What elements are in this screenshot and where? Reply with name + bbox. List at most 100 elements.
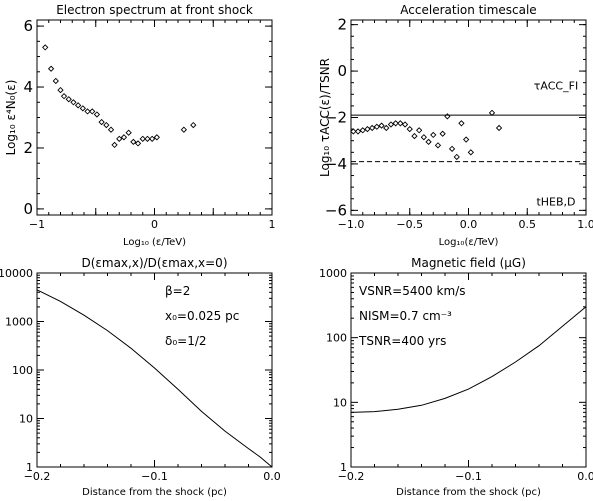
data-point	[387, 121, 395, 128]
data-point	[116, 135, 123, 142]
data-point	[98, 118, 105, 126]
plot-frame	[36, 19, 273, 216]
data-point	[444, 113, 451, 120]
data-point	[60, 93, 68, 100]
y-tick-label: 100	[12, 364, 33, 377]
y-tick-label: 2	[337, 16, 347, 34]
data-point	[74, 102, 82, 109]
chart-title: D(εmax,x)/D(εmax,x=0)	[81, 256, 227, 270]
data-point	[103, 121, 110, 129]
y-tick-label: 1000	[319, 267, 347, 280]
data-point	[430, 131, 437, 139]
data-point	[463, 136, 470, 143]
y-tick-label: 10	[333, 396, 347, 409]
data-point	[411, 132, 418, 140]
series-line	[350, 306, 587, 413]
y-tick-label: 1000	[5, 316, 33, 329]
y-tick-label: 2	[23, 139, 33, 157]
x-tick-label: 0.5	[519, 218, 537, 231]
data-point	[134, 140, 142, 147]
x-tick-label: −0.2	[338, 470, 365, 483]
annotation: NISM=0.7 cm⁻³	[359, 309, 452, 323]
plot-frame	[36, 272, 273, 468]
y-tick-label: 1	[340, 461, 347, 474]
data-point	[84, 108, 91, 115]
x-axis-label: Distance from the shock (pc)	[82, 487, 227, 498]
data-point	[47, 65, 55, 72]
data-point	[107, 126, 115, 133]
plot-frame	[350, 19, 587, 216]
y-axis-label: Log₁₀ ε⁴N₀(ε)	[4, 80, 18, 156]
data-point	[369, 124, 376, 132]
y-tick-label: 1	[26, 461, 33, 474]
y-tick-label: −6	[325, 201, 347, 219]
annotation: β=2	[165, 284, 190, 298]
data-point	[383, 124, 390, 132]
x-axis-label: Log₁₀ (ε/TeV)	[123, 237, 186, 248]
data-point	[406, 125, 413, 133]
chart-p1: Electron spectrum at front shock−1 0 10246…	[4, 3, 276, 248]
data-point	[350, 128, 357, 135]
x-tick-label: 1	[269, 218, 276, 231]
data-point	[401, 121, 409, 128]
y-axis-label: Log₁₀ τACC(ε)/TSNR	[318, 58, 332, 177]
y-tick-label: 100	[326, 332, 347, 345]
data-point	[153, 134, 160, 141]
x-tick-label: −0.1	[141, 470, 168, 483]
x-tick-label: −0.5	[396, 218, 423, 231]
y-tick-label: 0	[23, 200, 33, 218]
chart-title: Acceleration timescale	[400, 3, 536, 17]
data-point	[65, 96, 72, 103]
hline-label: τACC_FI	[534, 80, 578, 93]
annotation: δ₀=1/2	[165, 334, 207, 348]
data-point	[439, 130, 446, 137]
data-point	[434, 142, 442, 149]
x-tick-label: 0.0	[460, 218, 478, 231]
chart-p4: Magnetic field (μG) −0.2 −0.1 0.0 1 10 100 1000…	[319, 256, 593, 498]
data-point	[448, 145, 456, 152]
y-tick-label: 10	[19, 413, 33, 426]
data-point	[458, 120, 465, 127]
data-point	[397, 120, 404, 127]
series-line	[36, 289, 273, 468]
data-point	[125, 129, 132, 136]
data-point	[144, 135, 151, 142]
x-tick-label: −1	[29, 218, 45, 231]
chart-p2: Acceleration timescale −1.0 −0.5 0.0 0.5 1.0 −…	[318, 3, 593, 248]
data-point	[130, 138, 137, 146]
y-tick-label: 10000	[0, 267, 33, 280]
annotation: x₀=0.025 pc	[165, 309, 239, 323]
data-point	[488, 109, 496, 116]
annotation: TSNR=400 yrs	[358, 334, 446, 348]
data-point	[190, 121, 197, 129]
chart-title: Magnetic field (μG)	[411, 256, 526, 270]
x-tick-label: −0.2	[24, 470, 51, 483]
data-point	[495, 124, 503, 132]
data-point	[420, 134, 427, 141]
data-point	[180, 126, 188, 133]
x-tick-label: 0.0	[263, 470, 281, 483]
data-point	[364, 125, 371, 133]
plot-frame	[350, 272, 587, 468]
data-point	[416, 127, 423, 134]
hline-label: tHEB,D	[536, 196, 575, 209]
data-point	[453, 153, 460, 161]
data-point	[79, 105, 86, 112]
data-point	[57, 86, 64, 94]
chart-p3: D(εmax,x)/D(εmax,x=0) −0.2 −0.1 0.0 1 10 100 10…	[0, 256, 281, 498]
data-point	[378, 122, 385, 129]
chart-title: Electron spectrum at front shock	[56, 3, 253, 17]
x-tick-label: 0	[151, 218, 158, 231]
data-point	[120, 134, 128, 141]
data-point	[70, 99, 77, 106]
data-point	[359, 127, 366, 134]
data-point	[392, 120, 399, 127]
y-tick-label: −4	[325, 155, 347, 173]
y-tick-label: 6	[23, 17, 33, 35]
data-point	[354, 128, 362, 135]
y-tick-label: 0	[337, 62, 347, 80]
data-point	[139, 135, 146, 142]
y-tick-label: 4	[23, 78, 33, 96]
x-tick-label: 0.0	[577, 470, 593, 483]
